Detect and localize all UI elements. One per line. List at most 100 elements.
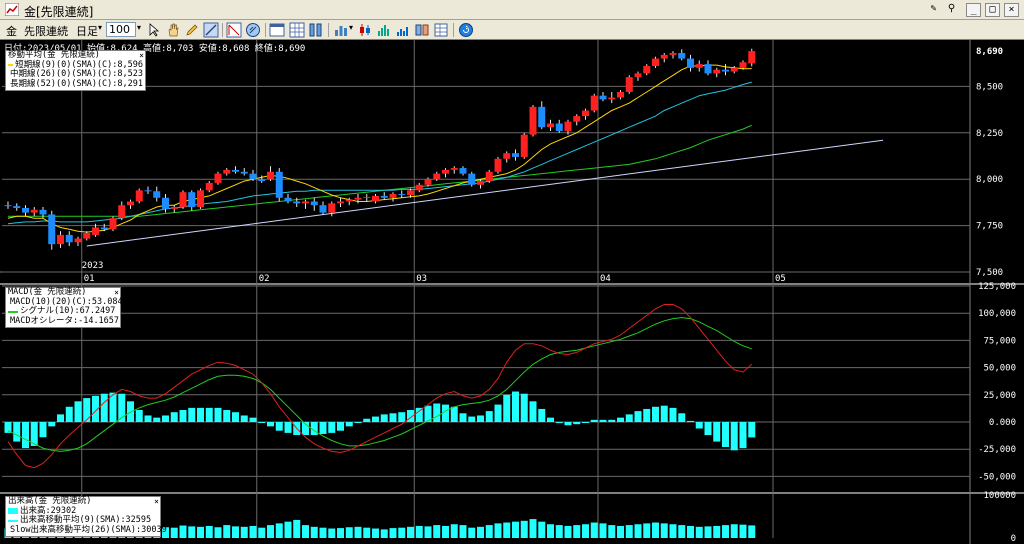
candle-body [529,106,537,135]
macd-tick-label: -25,000 [978,445,1016,455]
macd-oscillator-bar [214,407,222,422]
macd-oscillator-bar [170,412,178,422]
candle-body [547,123,554,128]
candle-body [485,171,493,182]
histogram-icon[interactable] [376,22,392,38]
hand-icon[interactable] [165,22,181,38]
price-tick-label: 8,000 [976,175,1003,185]
macd-oscillator-bar [582,422,589,423]
volume-bar [275,523,283,538]
gann-icon[interactable] [245,22,261,38]
macd-oscillator-bar [730,422,738,451]
chart-app-icon [5,3,19,16]
ma-legend[interactable]: × 移動平均(金 先限連続) 短期線(9)(0)(SMA)(C):8,596 中… [5,50,146,91]
compare-icon[interactable] [414,22,430,38]
candle-body [739,62,747,68]
bar-chart-icon[interactable] [333,22,349,38]
symbol-label[interactable]: 金 [6,25,17,38]
maximize-button[interactable]: □ [985,3,1000,17]
macd-oscillator-bar [188,407,196,422]
volume-bar [678,525,686,538]
bar-count-field[interactable]: 100 [106,22,136,37]
candle-body [687,58,694,68]
x-tick-label: 02 [259,274,270,284]
volume-bar [424,526,432,538]
macd-legend[interactable]: × MACD(金 先限連続) MACD(10)(20)(C):53.0840 シ… [5,287,128,328]
macd-oscillator-bar [573,422,581,425]
macd-oscillator-bar [109,392,117,422]
volume-bar [652,522,659,538]
macd-legend-item: シグナル(10):67.2497 [8,306,118,317]
volume-bar [380,529,388,538]
macd-oscillator-bar [380,414,388,422]
close-button[interactable]: × [1004,3,1019,17]
candle-body [65,234,73,243]
candle-chart-icon[interactable] [357,22,373,38]
macd-tick-label: 0.000 [989,418,1016,428]
fibonacci-icon[interactable] [226,22,242,38]
candle-body [170,207,178,209]
volume-legend[interactable]: × 出来高(金 先限連続) 出来高:29302 出来高移動平均(9)(SMA):… [5,496,167,537]
macd-panel[interactable] [4,304,756,469]
macd-oscillator-bar [162,415,169,422]
macd-oscillator-bar [407,410,414,422]
period-dropdown[interactable]: 日足 [76,25,98,38]
close-icon[interactable]: × [154,497,159,506]
chart-window-icon[interactable] [269,22,285,38]
candle-body [512,153,519,157]
candle-body [319,205,327,213]
macd-oscillator-bar [485,411,493,422]
chevron-down-icon[interactable]: ▾ [137,23,142,32]
macd-oscillator-bar [345,422,353,427]
macd-oscillator-bar [450,406,458,422]
candle-body [468,173,476,185]
macd-oscillator-bar [477,415,484,422]
chevron-down-icon[interactable]: ▾ [349,23,354,32]
macd-oscillator-bar [240,415,248,422]
minimize-button[interactable]: _ [966,3,981,17]
pencil-icon[interactable] [184,22,200,38]
table-icon[interactable] [433,22,449,38]
contract-label[interactable]: 先限連続 [24,25,68,38]
candle-body [582,110,589,117]
candle-body [354,197,362,200]
macd-oscillator-bar [363,418,371,422]
volume-bar [634,524,642,538]
chart-area[interactable]: 8,500 8,250 8,000 7,750 7,500 8,690 125,000 100… [0,40,1024,544]
candle-body [625,77,633,92]
macd-tick-label: 75,000 [983,336,1016,346]
chart-background [0,40,1024,544]
volume-legend-item: 出来高:29302 [8,506,158,517]
volume-bar [284,521,292,538]
volume-bar [582,524,589,538]
legend-label: MACDオシレータ:-14.1657 [10,315,120,326]
macd-oscillator-bar [722,422,729,448]
volume-bar [372,528,379,538]
columns-icon[interactable] [308,22,324,38]
candle-body [144,190,152,192]
candle-body [555,123,563,131]
refresh-icon[interactable] [458,22,474,38]
close-icon[interactable]: × [114,288,119,297]
link-icon[interactable]: ⚲ [947,3,956,14]
price-panel[interactable] [4,48,884,250]
candle-body [258,179,266,182]
macd-oscillator-bar [512,391,519,422]
macd-tick-label: 25,000 [983,391,1016,401]
macd-oscillator-bar [625,414,633,422]
candle-body [389,194,397,198]
cursor-icon[interactable] [146,22,162,38]
macd-oscillator-bar [354,422,362,423]
candle-body [713,69,721,74]
line-tool-icon[interactable] [203,22,219,38]
chevron-down-icon[interactable]: ▾ [98,23,103,32]
close-icon[interactable]: × [139,51,144,60]
grid-icon[interactable] [289,22,305,38]
candle-body [695,64,703,68]
volume-bar [748,525,756,538]
macd-tick-label: 50,000 [983,364,1016,374]
volume-bar [529,519,537,538]
volume-bar [223,525,231,538]
volume-icon[interactable] [395,22,411,38]
pen-icon[interactable]: ✎ [930,3,937,14]
